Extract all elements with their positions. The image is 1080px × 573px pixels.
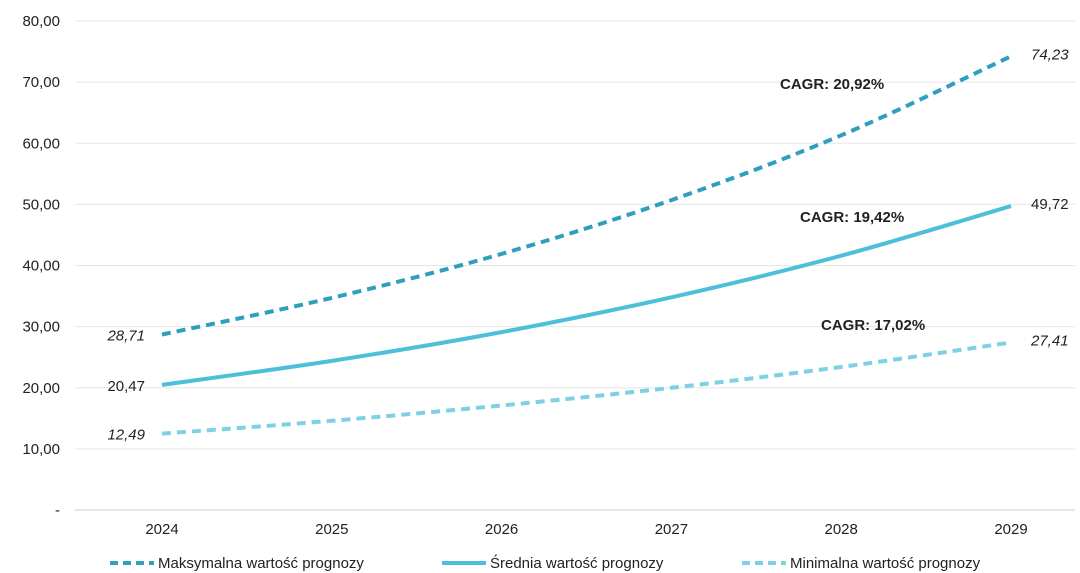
legend-label-avg: Średnia wartość prognozy bbox=[490, 554, 664, 572]
y-tick-label: - bbox=[55, 502, 60, 519]
legend-swatch-dashed-light-icon bbox=[742, 561, 786, 565]
series-line-min bbox=[161, 340, 1012, 436]
y-tick-label: 30,00 bbox=[22, 319, 60, 336]
series-line-avg bbox=[161, 204, 1012, 387]
y-tick-label: 70,00 bbox=[22, 74, 60, 91]
x-axis-ticks: 2024 2025 2026 2027 2028 2029 bbox=[145, 521, 1027, 538]
start-value-label: 12,49 bbox=[107, 427, 145, 444]
y-tick-label: 60,00 bbox=[22, 135, 60, 152]
start-value-label: 20,47 bbox=[107, 378, 145, 395]
y-tick-label: 10,00 bbox=[22, 441, 60, 458]
y-tick-label: 20,00 bbox=[22, 380, 60, 397]
cagr-label-avg: CAGR: 19,42% bbox=[800, 209, 904, 226]
legend-label-min: Minimalna wartość prognozy bbox=[790, 554, 981, 572]
cagr-label-min: CAGR: 17,02% bbox=[821, 317, 925, 334]
grid-lines bbox=[75, 20, 1075, 511]
y-axis-ticks: - 10,00 20,00 30,00 40,00 50,00 60,00 70,00 80,0… bbox=[22, 13, 60, 519]
end-value-label: 27,41 bbox=[1030, 332, 1069, 349]
legend-item-max: Maksymalna wartość prognozy bbox=[110, 553, 364, 573]
x-tick-label: 2024 bbox=[145, 521, 178, 538]
legend-swatch-solid-icon bbox=[442, 561, 486, 565]
x-tick-label: 2026 bbox=[485, 521, 518, 538]
end-value-label: 74,23 bbox=[1031, 46, 1069, 63]
y-tick-label: 80,00 bbox=[22, 13, 60, 30]
start-value-label: 28,71 bbox=[106, 328, 145, 345]
x-tick-label: 2028 bbox=[825, 521, 858, 538]
legend: Maksymalna wartość prognozy Średnia wart… bbox=[0, 553, 1080, 573]
cagr-label-max: CAGR: 20,92% bbox=[780, 76, 884, 93]
legend-swatch-dashed-icon bbox=[110, 561, 154, 565]
series-line-max bbox=[161, 54, 1012, 337]
value-labels: 28,71 74,23 CAGR: 20,92% 20,47 49,72 CAGR: 19… bbox=[106, 46, 1069, 443]
y-tick-label: 40,00 bbox=[22, 258, 60, 275]
end-value-label: 49,72 bbox=[1031, 196, 1069, 213]
forecast-line-chart: - 10,00 20,00 30,00 40,00 50,00 60,00 70,00 80,0… bbox=[22, 13, 1075, 538]
legend-item-avg: Średnia wartość prognozy bbox=[442, 553, 663, 573]
legend-label-max: Maksymalna wartość prognozy bbox=[158, 554, 364, 572]
x-tick-label: 2027 bbox=[655, 521, 688, 538]
series-lines bbox=[161, 54, 1012, 436]
y-tick-label: 50,00 bbox=[22, 196, 60, 213]
legend-item-min: Minimalna wartość prognozy bbox=[742, 553, 980, 573]
x-tick-label: 2025 bbox=[315, 521, 348, 538]
x-tick-label: 2029 bbox=[994, 521, 1027, 538]
